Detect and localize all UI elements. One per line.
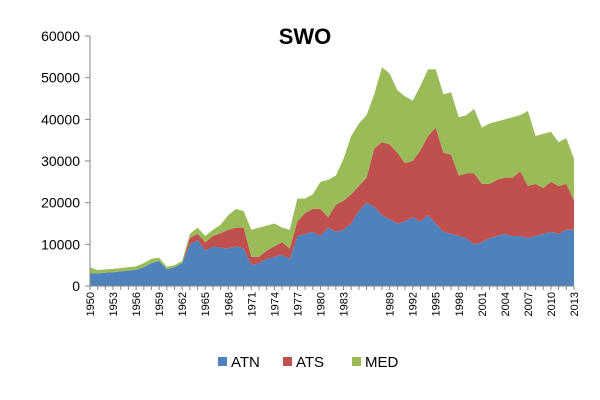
area-atn <box>90 202 574 286</box>
x-tick-label: 1956 <box>131 292 143 316</box>
x-tick-label: 1959 <box>154 292 166 316</box>
y-tick-label: 10000 <box>41 236 80 252</box>
y-tick-label: 20000 <box>41 195 80 211</box>
axes: 0 10000 20000 30000 40000 50000 60000 1950 1953 1… <box>41 28 581 316</box>
legend-label-med: MED <box>365 354 399 371</box>
x-tick-label: 1962 <box>177 292 189 316</box>
x-tick-label: 1965 <box>200 292 212 316</box>
x-tick-label: 1953 <box>108 292 120 316</box>
x-tick-label: 2007 <box>523 292 535 316</box>
x-tick-label: 1989 <box>385 292 397 316</box>
y-tick-label: 40000 <box>41 111 80 127</box>
area-med <box>90 67 574 274</box>
x-tick-label: 1977 <box>292 292 304 316</box>
chart-title: SWO <box>279 24 332 49</box>
y-tick-label: 0 <box>72 278 80 294</box>
x-tick-label: 1983 <box>339 292 351 316</box>
x-tick-label: 2004 <box>500 292 512 316</box>
y-tick-label: 30000 <box>41 153 80 169</box>
area-layers <box>90 67 574 286</box>
area-ats <box>90 127 574 274</box>
x-tick-label: 1980 <box>315 292 327 316</box>
x-tick-label: 2001 <box>477 292 489 316</box>
x-tick-label: 1950 <box>85 292 97 316</box>
legend-swatch-med <box>352 357 361 366</box>
x-tick-label: 1974 <box>269 292 281 316</box>
y-tick-label: 50000 <box>41 70 80 86</box>
legend: ATN ATS MED <box>218 354 399 371</box>
x-tick-label: 1971 <box>246 292 258 316</box>
x-tick-label: 1995 <box>431 292 443 316</box>
x-tick-label: 1968 <box>223 292 235 316</box>
legend-label-atn: ATN <box>231 354 260 371</box>
x-tick-label: 2013 <box>569 292 581 316</box>
legend-label-ats: ATS <box>296 354 324 371</box>
x-tick-label: 1992 <box>408 292 420 316</box>
legend-swatch-atn <box>218 357 227 366</box>
y-tick-label: 60000 <box>41 28 80 44</box>
x-tick-label: 1998 <box>454 292 466 316</box>
legend-swatch-ats <box>283 357 292 366</box>
x-tick-label: 2010 <box>546 292 558 316</box>
